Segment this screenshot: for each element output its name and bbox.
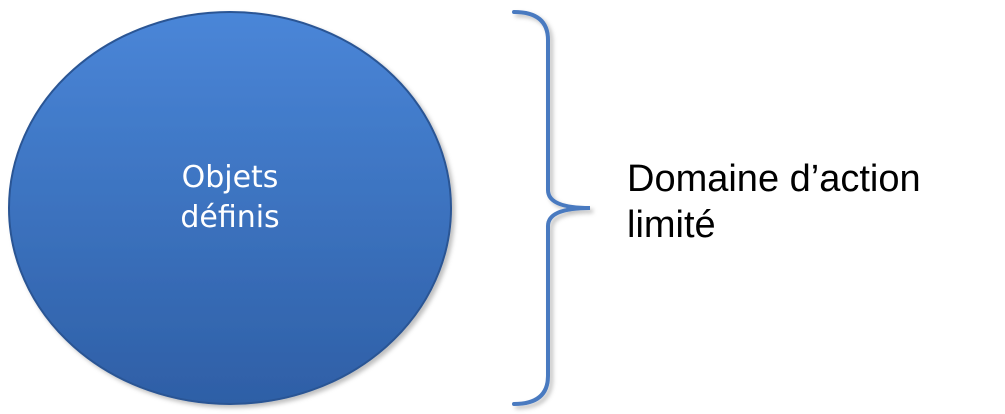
circle-label-line-2: définis xyxy=(180,200,280,235)
brace-label-line-1: Domaine d’action xyxy=(627,158,921,200)
objects-circle xyxy=(8,11,452,405)
brace-label-line-2: limité xyxy=(627,204,716,246)
right-curly-brace xyxy=(512,10,591,406)
circle-label: Objets définis xyxy=(95,158,365,238)
brace-label: Domaine d’action limité xyxy=(627,156,1002,248)
circle-label-line-1: Objets xyxy=(181,160,279,195)
